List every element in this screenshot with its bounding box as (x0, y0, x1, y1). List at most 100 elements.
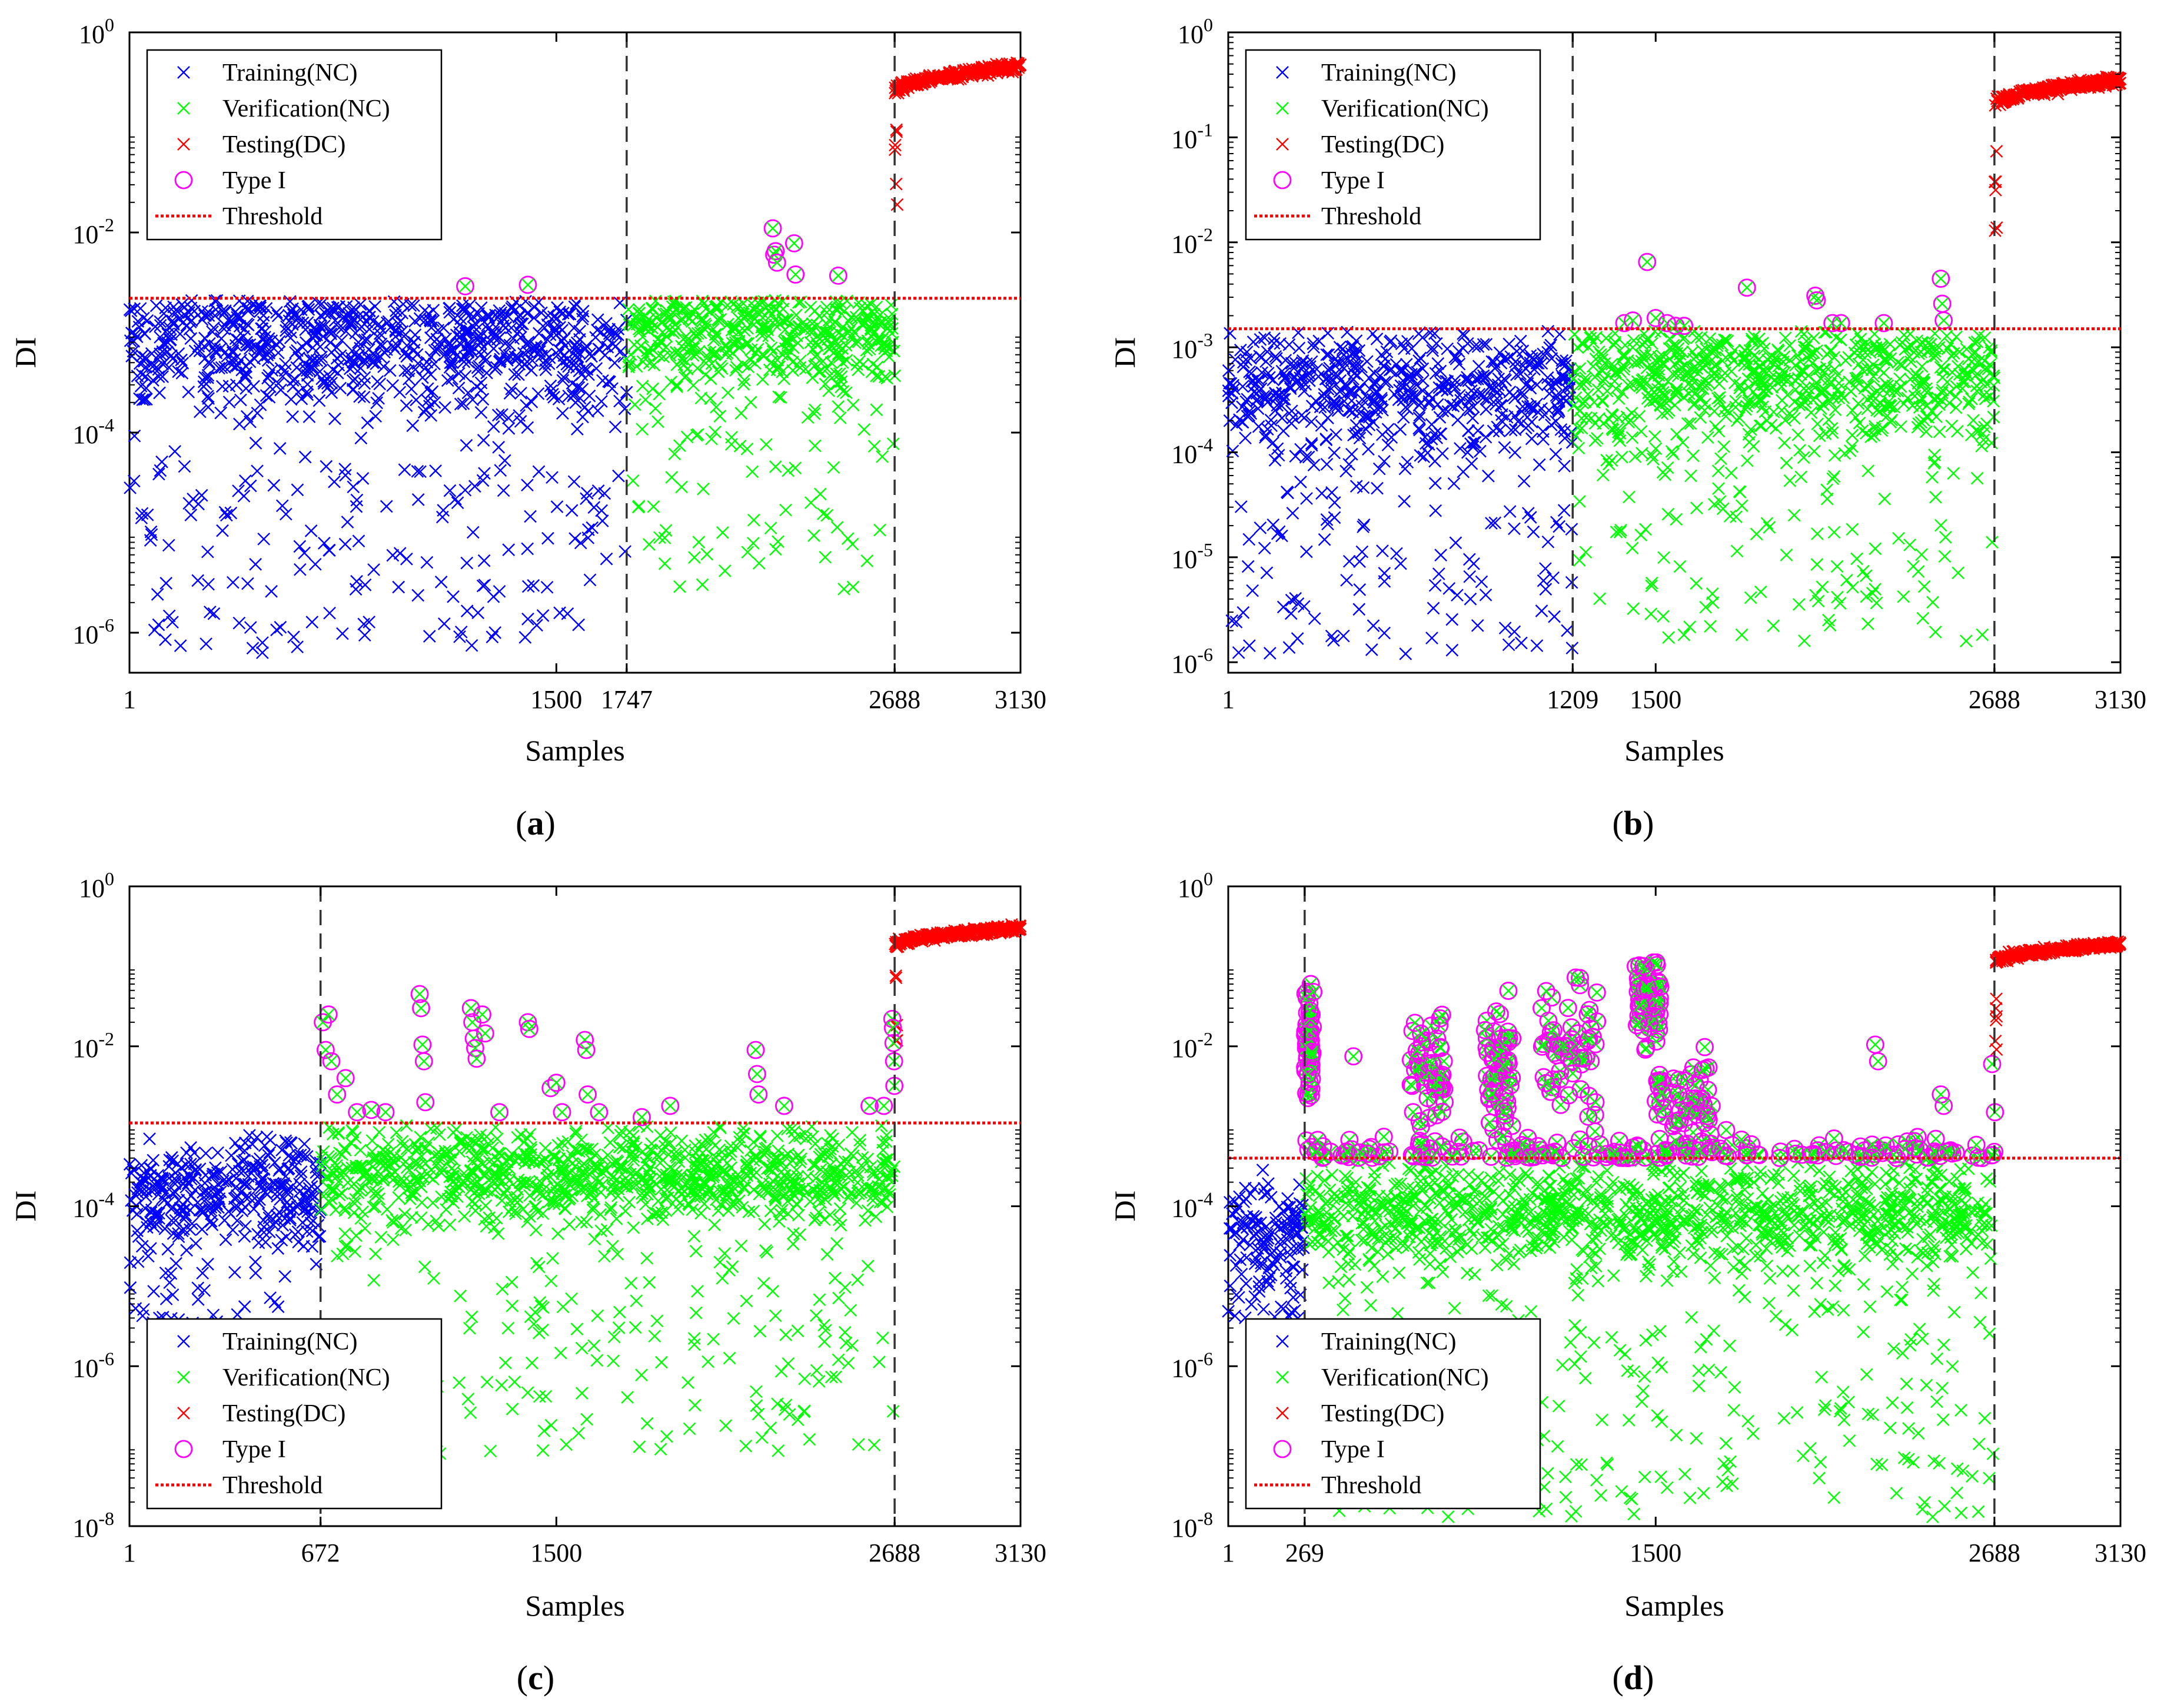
marker-verification-b (1861, 617, 1874, 630)
marker-verification-c (484, 1444, 497, 1458)
marker-training-a (420, 355, 434, 369)
marker-training-b (1282, 338, 1296, 351)
marker-verification-a (709, 426, 722, 438)
marker-verification-b (1747, 440, 1760, 453)
marker-verification-c (867, 1438, 881, 1451)
marker-verification-a (793, 361, 807, 374)
marker-training-a (601, 340, 614, 354)
marker-verification-a (820, 362, 833, 376)
marker-verification-b (1986, 536, 1999, 549)
marker-training-c (166, 1201, 179, 1214)
marker-training-a (135, 368, 149, 381)
marker-verification-c (590, 1354, 604, 1367)
marker-verification-a (660, 304, 673, 317)
marker-training-a (244, 415, 257, 428)
marker-training-b (1447, 477, 1461, 490)
marker-training-c (226, 1162, 239, 1176)
marker-verification-c (650, 1314, 664, 1328)
marker-training-a (162, 539, 175, 552)
marker-verification-c (869, 1210, 883, 1224)
marker-training-b (1539, 583, 1553, 596)
marker-training-b (1375, 391, 1388, 405)
marker-verification-a (770, 363, 784, 377)
marker-training-a (411, 464, 424, 478)
xlabel-b: Samples (1624, 734, 1724, 767)
marker-training-b (1325, 629, 1338, 643)
marker-verification-b (1634, 425, 1648, 438)
marker-training-a (609, 327, 622, 341)
marker-training-a (606, 382, 619, 396)
marker-verification-a (734, 407, 748, 420)
marker-training-b (1553, 328, 1566, 341)
caption-a: (a) (516, 804, 556, 842)
marker-training-b (1515, 636, 1528, 650)
marker-verification-a (860, 554, 874, 567)
marker-training-a (573, 324, 586, 338)
marker-verification-c (569, 1125, 583, 1138)
marker-training-c (189, 1237, 202, 1250)
marker-verification-a (747, 537, 760, 550)
marker-testing-a (889, 138, 902, 152)
marker-type1-a (767, 253, 786, 272)
marker-training-b (1319, 433, 1333, 447)
marker-training-b (1360, 355, 1374, 368)
marker-verification-c (526, 1356, 538, 1370)
marker-verification-a (819, 550, 832, 564)
marker-verification-c (675, 1134, 689, 1148)
marker-verification-b (1828, 449, 1841, 462)
legend-box-a (146, 49, 443, 241)
marker-verification-b (1699, 600, 1712, 614)
marker-training-b (1252, 420, 1265, 433)
marker-training-a (596, 514, 609, 527)
marker-training-a (499, 321, 513, 334)
marker-verification-b (1861, 464, 1875, 477)
marker-testing-a (895, 77, 908, 90)
marker-verification-b (1811, 417, 1824, 431)
marker-testing-a (933, 69, 946, 82)
marker-training-a (195, 304, 208, 318)
marker-training-a (570, 336, 584, 350)
marker-training-a (295, 392, 308, 406)
marker-testing-a (908, 78, 920, 92)
marker-verification-c (580, 1413, 593, 1426)
marker-training-a (328, 412, 341, 426)
marker-training-b (1264, 647, 1277, 660)
marker-training-a (478, 354, 492, 368)
marker-training-a (535, 306, 548, 320)
marker-testing-a (1006, 60, 1019, 73)
marker-verification-c (758, 1218, 771, 1231)
marker-training-a (547, 390, 560, 404)
marker-type1-a (785, 234, 803, 252)
marker-training-a (609, 420, 622, 434)
marker-training-a (593, 343, 607, 357)
marker-training-b (1279, 354, 1292, 367)
marker-training-b (1550, 516, 1563, 529)
marker-training-b (1541, 371, 1554, 384)
marker-training-a (291, 483, 304, 497)
marker-verification-c (702, 1355, 714, 1368)
marker-verification-a (825, 356, 838, 369)
y-tick-label-b: 100 (1178, 14, 1213, 49)
marker-training-a (358, 377, 371, 390)
marker-training-b (1352, 603, 1366, 616)
marker-training-b (1370, 332, 1384, 345)
marker-training-a (307, 332, 320, 345)
marker-verification-a (686, 349, 700, 362)
marker-training-a (302, 303, 315, 316)
marker-training-a (202, 309, 215, 322)
marker-training-a (338, 537, 352, 551)
marker-training-a (234, 393, 247, 407)
marker-verification-b (1614, 523, 1627, 537)
marker-verification-b (1662, 631, 1675, 644)
marker-verification-c (859, 1214, 872, 1227)
marker-verification-a (861, 334, 875, 347)
marker-training-a (367, 347, 380, 360)
marker-verification-a (856, 304, 870, 317)
marker-verification-a (657, 350, 670, 364)
marker-training-a (215, 380, 229, 393)
data-marks-b (1222, 70, 2127, 660)
marker-training-a (301, 388, 314, 401)
marker-training-a (182, 386, 195, 398)
marker-verification-a (632, 500, 646, 513)
